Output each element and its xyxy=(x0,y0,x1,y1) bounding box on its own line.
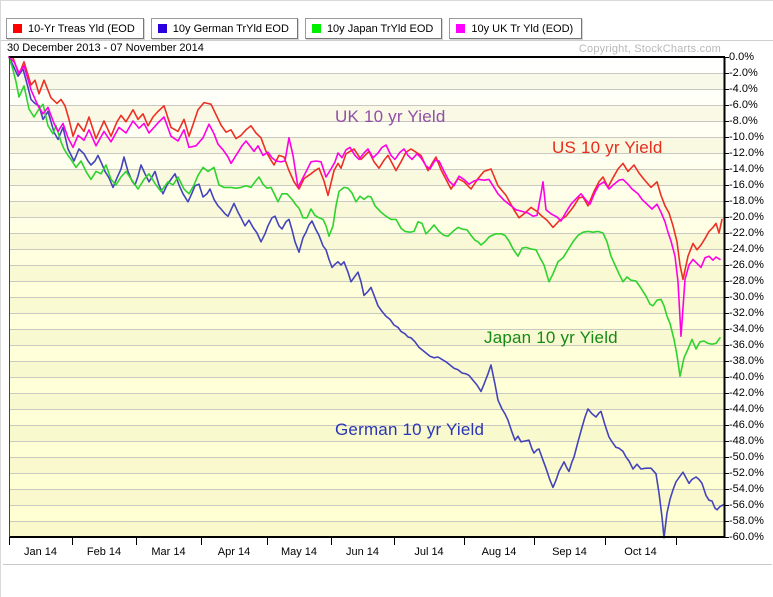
japan-series-label: Japan 10 yr Yield xyxy=(484,328,618,347)
y-axis-tick-label: -2.0% xyxy=(729,67,758,79)
y-axis-tick-label: -24.0% xyxy=(729,243,764,255)
y-axis-tick-label: -52.0% xyxy=(729,467,764,479)
y-axis-tick-label: -36.0% xyxy=(729,339,764,351)
series-line-uk-10-yr-yield xyxy=(8,56,721,338)
y-axis-tick-label: -34.0% xyxy=(729,323,764,335)
y-axis-tick-label: -48.0% xyxy=(729,435,764,447)
legend-swatch-icon xyxy=(311,24,321,33)
y-axis-tick-label: -18.0% xyxy=(729,195,764,207)
y-axis-tick-label: -20.0% xyxy=(729,211,764,223)
y-axis-tick-label: -14.0% xyxy=(729,163,764,175)
y-axis-tick-label: -56.0% xyxy=(729,499,764,511)
legend-item-label: 10y UK Tr Yld (EOD) xyxy=(471,22,574,35)
legend-item-label: 10y Japan TrYld EOD xyxy=(326,22,434,35)
y-axis-tick-label: -54.0% xyxy=(729,483,764,495)
y-axis-tick-label: -28.0% xyxy=(729,275,764,287)
date-range-label: 30 December 2013 - 07 November 2014 xyxy=(7,42,204,54)
x-axis-month-label: Jan 14 xyxy=(23,546,58,558)
y-axis-tick-label: -50.0% xyxy=(729,451,764,463)
y-axis-tick-label: -8.0% xyxy=(729,115,758,127)
x-axis-month-label: Oct 14 xyxy=(624,546,657,558)
german-series-label: German 10 yr Yield xyxy=(335,420,485,439)
x-axis-month-label: May 14 xyxy=(280,546,318,558)
legend-divider xyxy=(1,40,773,41)
y-axis-tick-label: -4.0% xyxy=(729,83,758,95)
y-axis-tick-label: -38.0% xyxy=(729,355,764,367)
legend-item-label: 10y German TrYld EOD xyxy=(172,22,289,35)
y-axis-tick-label: -12.0% xyxy=(729,147,764,159)
legend-item-2[interactable]: 10y Japan TrYld EOD xyxy=(304,18,443,39)
y-axis-tick-label: -22.0% xyxy=(729,227,764,239)
y-axis-tick-label: -42.0% xyxy=(729,387,764,399)
legend-swatch-icon xyxy=(456,24,466,33)
legend-item-label: 10-Yr Treas Yld (EOD xyxy=(28,22,135,35)
y-axis-tick-label: -16.0% xyxy=(729,179,764,191)
legend-swatch-icon xyxy=(157,24,167,33)
y-axis-tick-label: -58.0% xyxy=(729,515,764,527)
y-axis-tick-label: -6.0% xyxy=(729,99,758,111)
x-axis-month-label: Mar 14 xyxy=(151,546,186,558)
y-axis-tick-label: 0.0% xyxy=(729,51,755,63)
y-axis-tick-label: -26.0% xyxy=(729,259,764,271)
y-axis-tick-label: -44.0% xyxy=(729,403,764,415)
x-axis-month-label: Jun 14 xyxy=(345,546,380,558)
x-axis-month-label: Apr 14 xyxy=(217,546,251,558)
legend-item-1[interactable]: 10y German TrYld EOD xyxy=(150,18,298,39)
x-axis-divider xyxy=(3,564,772,565)
y-axis-tick-label: -32.0% xyxy=(729,307,764,319)
copyright-label: Copyright, StockCharts.com xyxy=(578,43,721,55)
y-axis-tick-label: -40.0% xyxy=(729,371,764,383)
y-axis-tick-label: -60.0% xyxy=(729,531,764,543)
y-axis-tick-label: -30.0% xyxy=(729,291,764,303)
us-series-label: US 10 yr Yield xyxy=(552,138,663,157)
legend: 10-Yr Treas Yld (EOD 10y German TrYld EOD… xyxy=(6,18,583,39)
x-axis-month-label: Jul 14 xyxy=(414,546,444,558)
x-axis-month-label: Sep 14 xyxy=(552,546,587,558)
uk-series-label: UK 10 yr Yield xyxy=(335,107,446,126)
x-axis-month-label: Aug 14 xyxy=(481,546,517,558)
legend-swatch-icon xyxy=(13,24,22,33)
y-axis-tick-label: -46.0% xyxy=(729,419,764,431)
legend-item-3[interactable]: 10y UK Tr Yld (EOD) xyxy=(449,18,583,39)
y-axis-tick-label: -10.0% xyxy=(729,131,764,143)
series-line-japan-10-yr-yield xyxy=(8,56,721,378)
x-axis-month-label: Feb 14 xyxy=(86,546,122,558)
legend-item-0[interactable]: 10-Yr Treas Yld (EOD xyxy=(6,18,144,39)
